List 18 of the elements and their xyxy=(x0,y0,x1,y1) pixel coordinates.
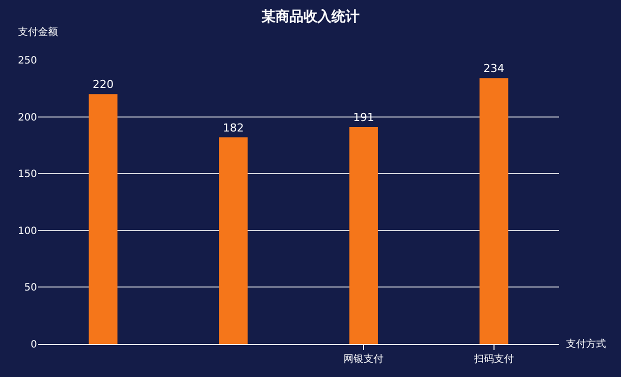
y-tick-label: 100 xyxy=(18,226,37,237)
y-tick-label: 250 xyxy=(18,56,37,66)
x-axis-title: 支付方式 xyxy=(566,338,606,350)
y-tick-label: 50 xyxy=(24,282,37,294)
bar xyxy=(349,127,378,344)
data-label: 234 xyxy=(483,62,504,76)
y-tick-label: 0 xyxy=(30,340,37,350)
data-label: 182 xyxy=(222,121,244,134)
x-tick-label: 网银支付 xyxy=(344,353,384,365)
chart-title: 某商品收入统计 xyxy=(260,8,360,26)
y-tick-label: 150 xyxy=(18,169,37,180)
y-axis-title: 支付金额 xyxy=(18,26,58,38)
bar xyxy=(480,78,508,344)
x-tick-label: 扫码支付 xyxy=(472,353,514,365)
data-label: 220 xyxy=(92,78,114,92)
bar xyxy=(88,94,118,344)
bar xyxy=(219,137,248,344)
y-tick-label: 200 xyxy=(18,112,37,124)
